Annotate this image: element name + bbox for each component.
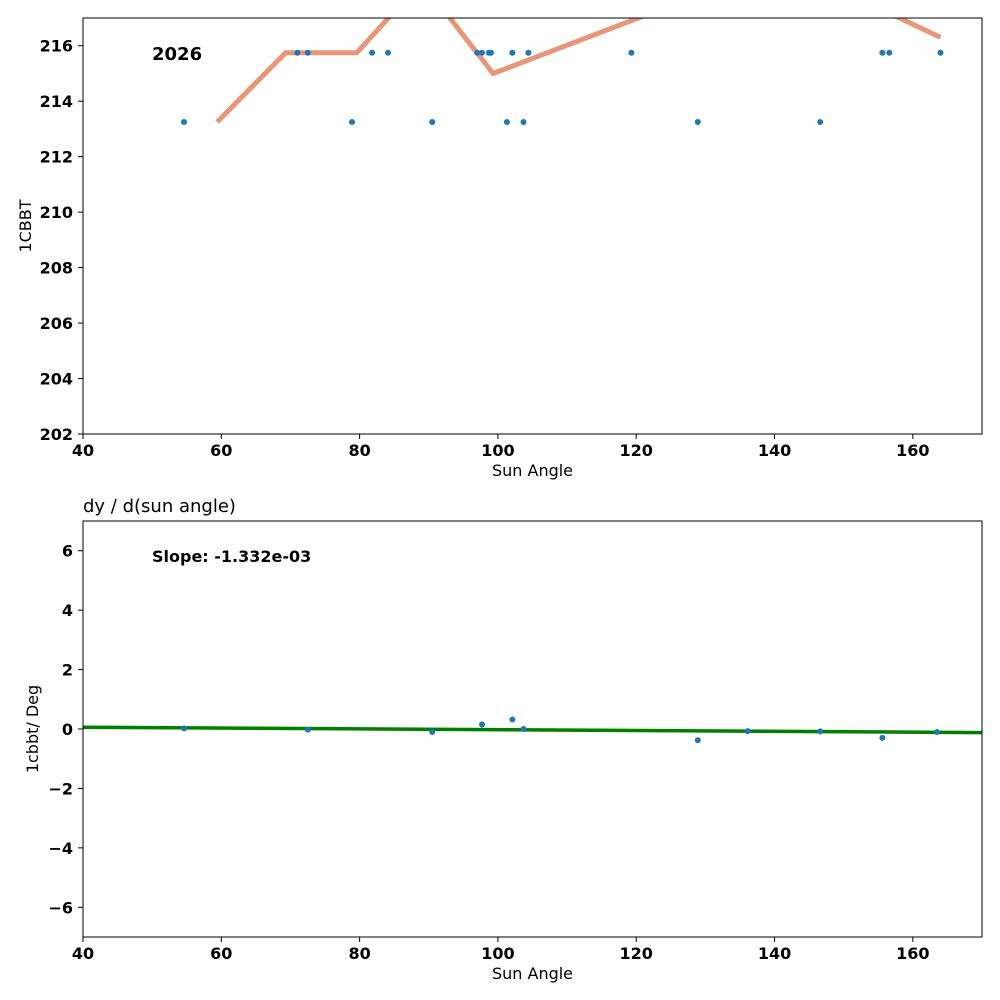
data-point (509, 716, 516, 723)
x-tick-label: 40 (72, 944, 94, 963)
y-tick-label: 202 (40, 425, 73, 444)
y-tick-label: 0 (62, 720, 73, 739)
data-point (429, 729, 436, 735)
data-point (385, 49, 391, 56)
data-point (479, 49, 485, 56)
x-tick-label: 160 (896, 944, 929, 963)
fit-line (83, 725, 982, 735)
y-tick-label: 4 (62, 601, 73, 620)
slope-annotation: Slope: -1.332e-03 (152, 547, 311, 566)
data-point (294, 49, 301, 56)
y-tick-label: 204 (40, 370, 73, 389)
y-tick-label: 210 (40, 203, 73, 222)
data-point (429, 119, 436, 125)
bottom-plot-title: dy / d(sun angle) (83, 496, 236, 517)
data-layer (83, 716, 982, 744)
x-tick-label: 100 (481, 441, 514, 460)
x-tick-label: 60 (210, 441, 232, 460)
data-point (886, 49, 893, 56)
x-tick-label: 80 (348, 441, 370, 460)
x-tick-label: 140 (758, 441, 791, 460)
bottom-plot-area: 40 60 80 100 120 140 160 −6 −4 −2 0 2 4 6 (48, 520, 983, 963)
x-tick-label: 80 (348, 944, 370, 963)
top-y-axis-label: 1CBBT (16, 199, 35, 252)
y-tick-label: 212 (40, 148, 73, 167)
y-tick-label: 2 (62, 661, 73, 680)
data-point (181, 725, 187, 732)
y-tick-label: 216 (40, 37, 73, 56)
x-tick-label: 120 (620, 441, 653, 460)
bottom-y-axis-label: 1cbbt/ Deg (23, 685, 42, 773)
x-tick-label: 120 (620, 944, 653, 963)
top-plot-area: 40 60 80 100 120 140 160 202 204 206 208 210 212 214 2… (40, 17, 983, 460)
data-point (520, 726, 527, 732)
y-tick-label: −6 (48, 898, 73, 917)
data-point (628, 49, 635, 56)
data-point (304, 726, 311, 733)
x-tick-label: 40 (72, 441, 94, 460)
data-point (349, 119, 355, 125)
bottom-panel: dy / d(sun angle) 40 60 80 100 120 140 160−6−4… (23, 496, 983, 983)
bottom-x-axis-label: Sun Angle (492, 964, 573, 983)
data-point (479, 721, 485, 728)
data-point (304, 49, 311, 56)
x-tick-label: 60 (210, 944, 232, 963)
y-tick-label: 208 (40, 259, 73, 278)
data-point (937, 49, 944, 56)
data-point (934, 729, 940, 735)
top-x-axis-label: Sun Angle (492, 461, 573, 480)
x-tick-label: 140 (758, 944, 791, 963)
data-point (817, 728, 824, 735)
y-tick-label: 206 (40, 314, 73, 333)
data-point (694, 737, 701, 744)
data-point (525, 49, 532, 56)
data-point (509, 49, 516, 56)
y-tick-label: −4 (48, 839, 73, 858)
data-point (520, 119, 527, 125)
y-tick-label: 6 (62, 542, 73, 561)
data-point (181, 119, 187, 125)
x-tick-label: 160 (896, 441, 929, 460)
data-point (488, 49, 494, 56)
data-point (369, 49, 376, 56)
year-annotation: 2026 (152, 44, 202, 65)
top-panel: 40 60 80 100 120 140 160 202 204 206 208 210 212 214 2… (16, 17, 983, 480)
y-tick-label: −2 (48, 779, 73, 798)
data-point (879, 49, 886, 56)
x-tick-label: 100 (481, 944, 514, 963)
y-tick-label: 214 (40, 92, 73, 111)
data-point (694, 119, 701, 125)
data-point (474, 49, 481, 56)
trend-line (215, 18, 942, 124)
data-point (744, 728, 751, 735)
data-layer (181, 18, 944, 125)
data-point (503, 119, 510, 125)
data-point (817, 119, 824, 125)
plot-frame (82, 17, 983, 435)
data-point (879, 734, 886, 741)
